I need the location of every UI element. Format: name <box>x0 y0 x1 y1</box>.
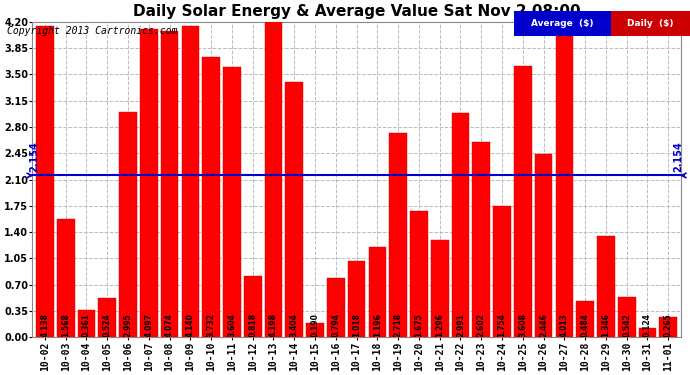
Bar <box>181 26 199 337</box>
Bar <box>36 26 54 337</box>
Title: Daily Solar Energy & Average Value Sat Nov 2 08:00: Daily Solar Energy & Average Value Sat N… <box>132 4 580 19</box>
Text: 4.074: 4.074 <box>165 312 174 336</box>
Text: 3.604: 3.604 <box>228 313 237 336</box>
Text: 1.346: 1.346 <box>602 313 611 336</box>
Text: 3.732: 3.732 <box>206 312 216 336</box>
Text: 0.818: 0.818 <box>248 312 257 336</box>
Bar <box>576 301 594 337</box>
Bar <box>389 133 407 337</box>
Text: 2.154: 2.154 <box>30 141 39 172</box>
Bar <box>57 219 75 337</box>
Bar <box>514 66 531 337</box>
Bar <box>493 206 511 337</box>
Text: 0.265: 0.265 <box>664 313 673 336</box>
Text: Average  ($): Average ($) <box>531 19 593 28</box>
Text: 4.013: 4.013 <box>560 313 569 336</box>
Text: 4.138: 4.138 <box>41 312 50 336</box>
Text: 1.296: 1.296 <box>435 313 444 336</box>
Text: 0.361: 0.361 <box>82 313 91 336</box>
Bar <box>410 211 428 337</box>
Bar <box>368 248 386 337</box>
Bar <box>639 328 656 337</box>
Text: 3.608: 3.608 <box>518 312 527 336</box>
Text: 0.484: 0.484 <box>580 312 590 336</box>
Bar <box>555 36 573 337</box>
Bar <box>223 66 241 337</box>
Bar <box>348 261 366 337</box>
Bar <box>286 81 303 337</box>
Text: 2.718: 2.718 <box>393 312 403 336</box>
Text: 0.124: 0.124 <box>643 313 652 336</box>
Bar <box>597 236 615 337</box>
Bar <box>431 240 448 337</box>
Bar <box>306 323 324 337</box>
Bar <box>327 278 344 337</box>
Text: 2.154: 2.154 <box>673 141 684 172</box>
Bar <box>161 31 179 337</box>
Bar <box>99 298 116 337</box>
Text: 3.404: 3.404 <box>290 313 299 336</box>
Text: 1.675: 1.675 <box>415 313 424 336</box>
Bar <box>140 30 157 337</box>
Bar <box>660 317 677 337</box>
Bar <box>452 112 469 337</box>
Bar <box>119 112 137 337</box>
Bar <box>244 276 262 337</box>
Text: 4.198: 4.198 <box>269 312 278 336</box>
Text: 0.524: 0.524 <box>103 313 112 336</box>
Bar <box>473 142 490 337</box>
Text: 1.196: 1.196 <box>373 313 382 336</box>
Text: 2.991: 2.991 <box>456 313 465 336</box>
Text: 2.602: 2.602 <box>477 313 486 336</box>
Bar <box>535 153 553 337</box>
Text: 1.018: 1.018 <box>352 312 361 336</box>
Text: 4.140: 4.140 <box>186 313 195 336</box>
Text: Daily  ($): Daily ($) <box>627 19 673 28</box>
Text: 0.542: 0.542 <box>622 313 631 336</box>
Bar <box>618 297 635 337</box>
Bar <box>78 310 95 337</box>
Text: 2.446: 2.446 <box>539 313 548 336</box>
Text: 0.794: 0.794 <box>331 312 340 336</box>
Text: 1.568: 1.568 <box>61 313 70 336</box>
Text: Copyright 2013 Cartronics.com: Copyright 2013 Cartronics.com <box>7 26 177 36</box>
Text: 1.754: 1.754 <box>497 313 506 336</box>
Bar <box>202 57 220 337</box>
Text: 0.190: 0.190 <box>310 313 319 336</box>
Text: 2.995: 2.995 <box>124 313 132 336</box>
Bar <box>265 22 282 337</box>
Text: 4.097: 4.097 <box>144 312 153 336</box>
